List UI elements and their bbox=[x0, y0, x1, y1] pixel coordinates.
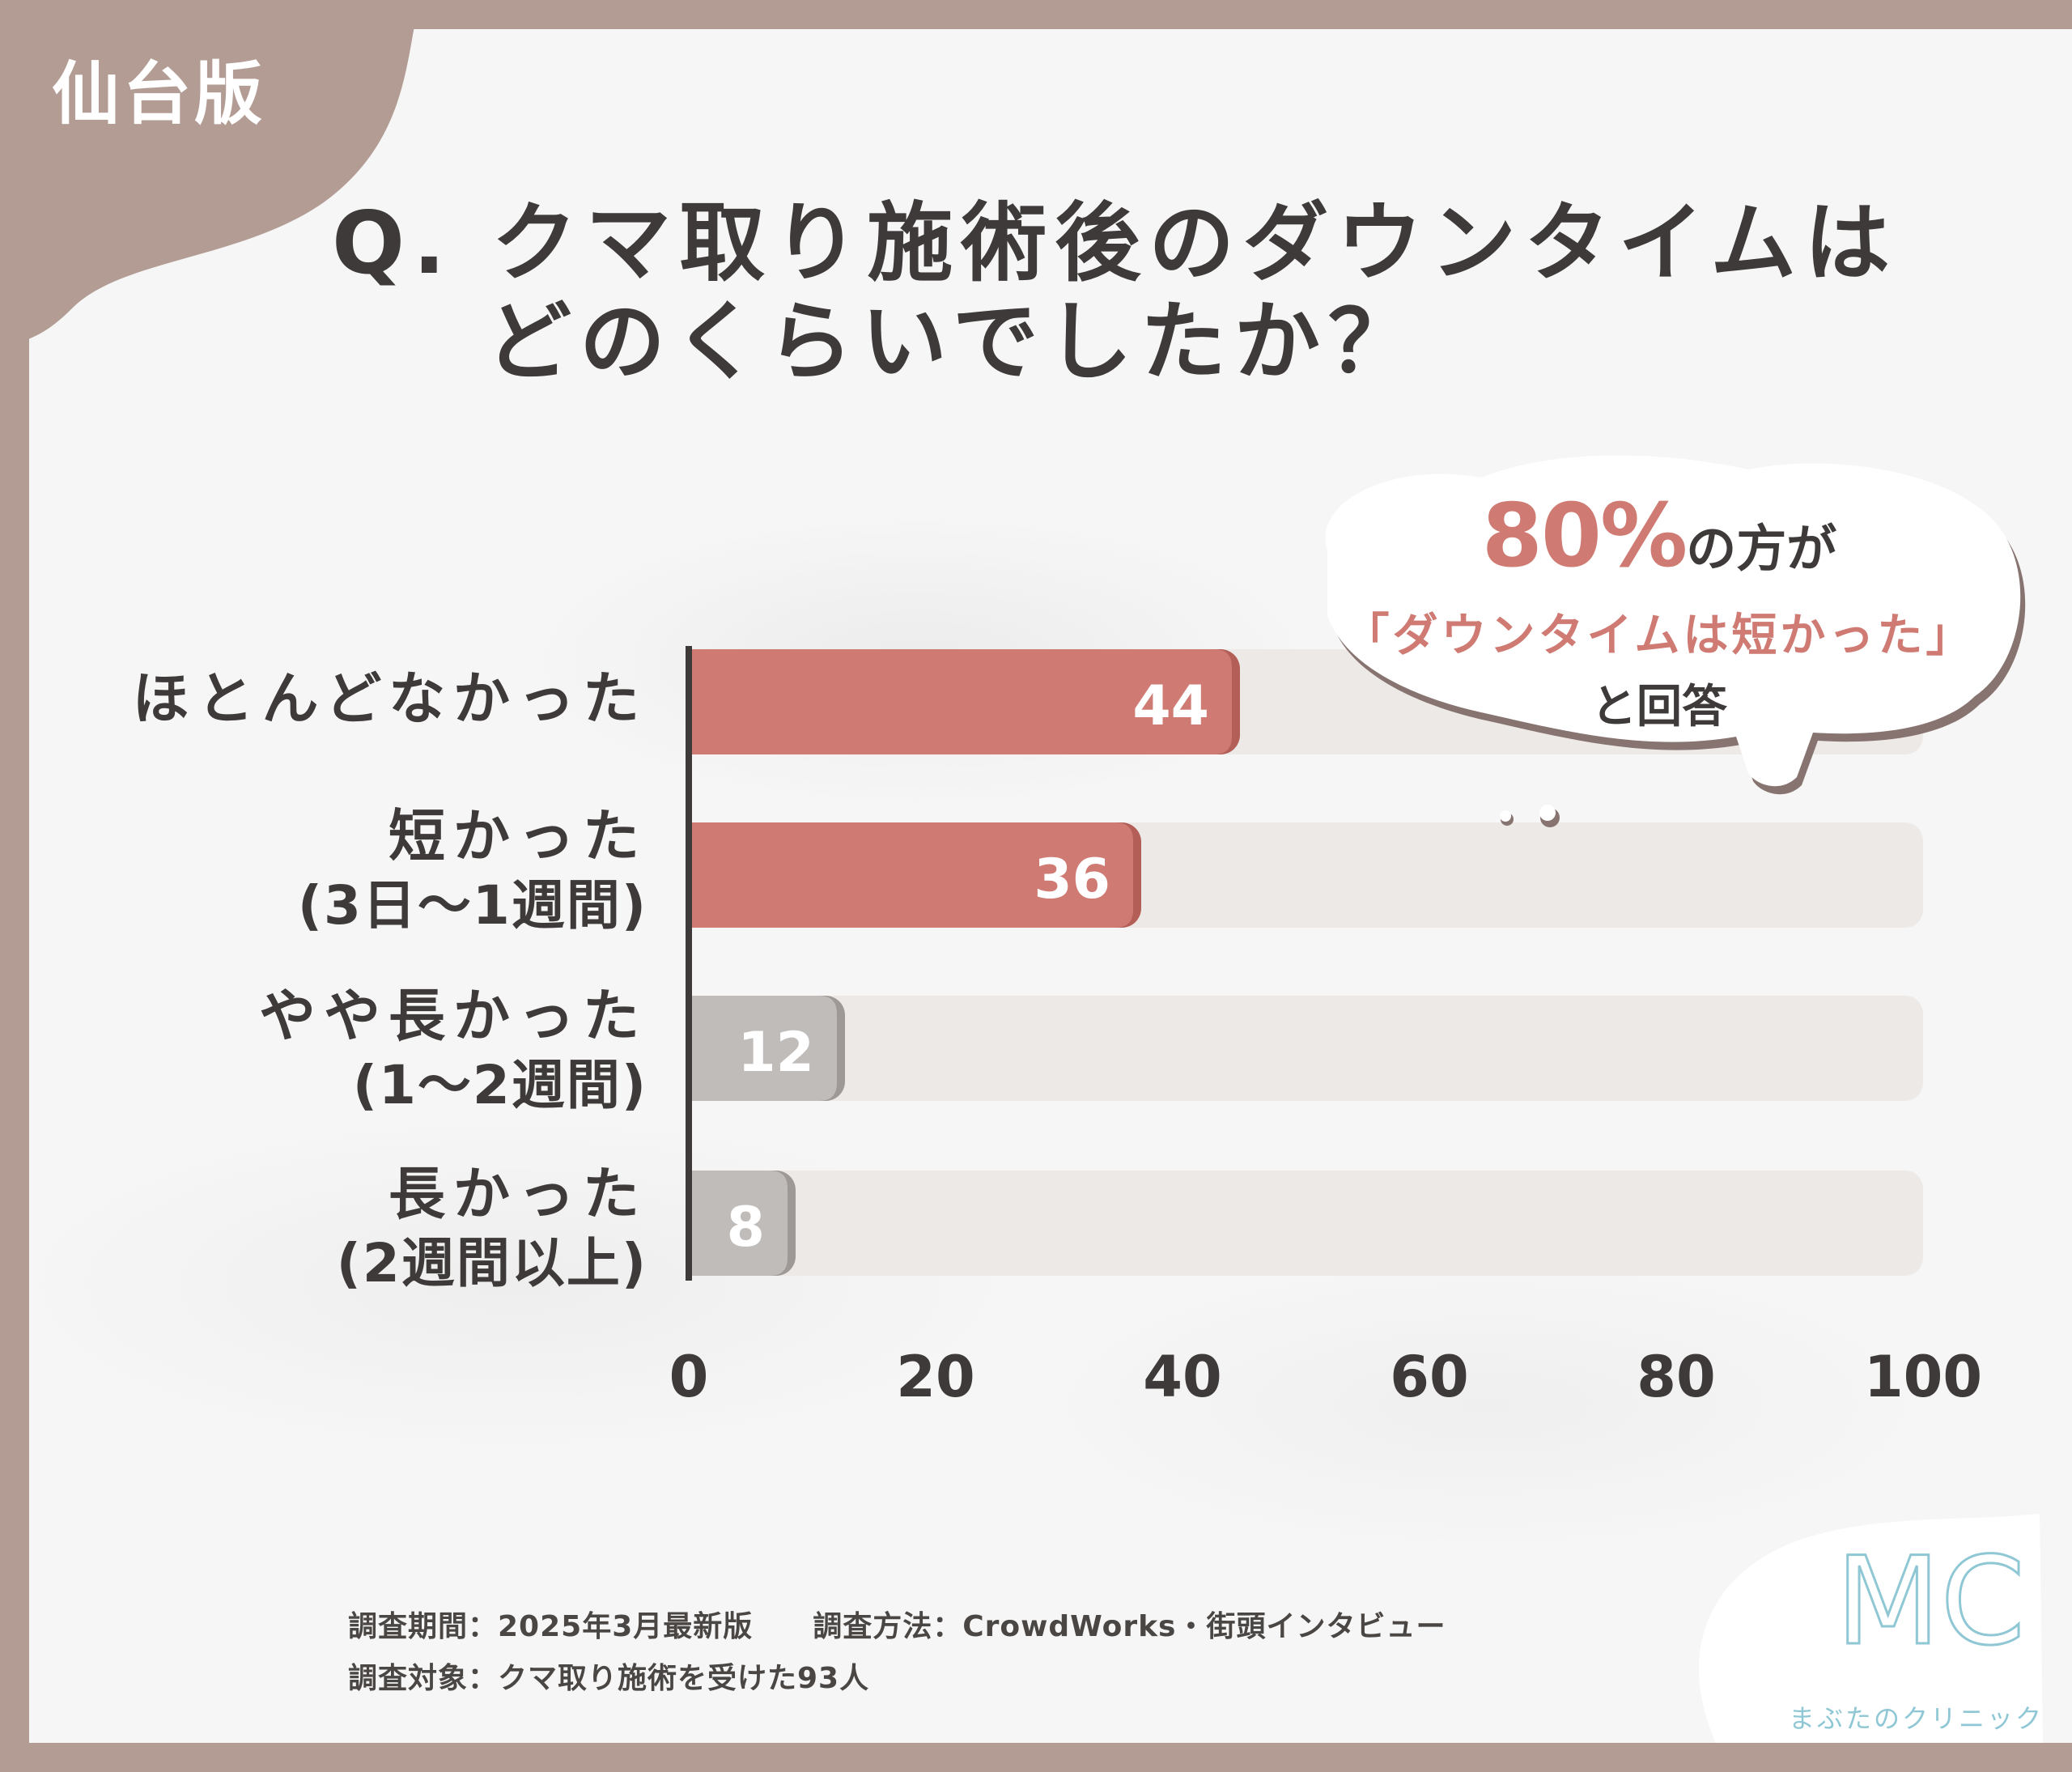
bar-value-label-3: 8 bbox=[727, 1196, 765, 1260]
x-tick-60: 60 bbox=[1390, 1344, 1469, 1410]
callout-line-1-suffix: の方が bbox=[1686, 519, 1837, 578]
question-line-2: どのくらいでしたか？ bbox=[486, 291, 1422, 392]
x-tick-0: 0 bbox=[669, 1344, 709, 1410]
callout-line-2: 「ダウンタイムは短かった」 bbox=[1344, 610, 1975, 662]
bar-value-label-0: 44 bbox=[1132, 674, 1209, 738]
category-3-text: 長かった bbox=[388, 1161, 648, 1227]
x-tick-100: 100 bbox=[1863, 1344, 1983, 1410]
category-3-sub: (2週間以上) bbox=[336, 1231, 648, 1294]
bar-value-label-1: 36 bbox=[1034, 848, 1110, 911]
bar-3 bbox=[689, 1171, 788, 1276]
x-tick-40: 40 bbox=[1143, 1344, 1222, 1410]
category-0-text: ほとんどなかった bbox=[132, 665, 648, 732]
callout-line-1: 80%の方が bbox=[1303, 486, 2015, 587]
bar-2 bbox=[689, 996, 837, 1101]
corner-tab bbox=[0, 0, 421, 348]
bar-0 bbox=[689, 649, 1232, 754]
survey-info-line-1: 調査期間：2025年3月最新版 調査方法：CrowdWorks・街頭インタビュー bbox=[348, 1610, 1446, 1643]
category-1-sub: (3日〜1週間) bbox=[297, 873, 648, 937]
question-line-1: Q. クマ取り施術後のダウンタイムは bbox=[332, 193, 1899, 293]
edition-label: 仙台版 bbox=[52, 54, 266, 134]
category-label-3: 長かった (2週間以上) bbox=[337, 1159, 648, 1297]
x-tick-20: 20 bbox=[896, 1344, 975, 1410]
category-2-text: やや長かった bbox=[259, 983, 648, 1049]
category-1-text: 短かった bbox=[388, 803, 648, 869]
callout-percent: 80% bbox=[1481, 486, 1688, 587]
logo-name: まぶたのクリニック bbox=[1789, 1703, 2044, 1734]
bar-track-3 bbox=[689, 1171, 1923, 1276]
callout-bubble bbox=[1325, 455, 2026, 827]
survey-info-line-2: 調査対象：クマ取り施術を受けた93人 bbox=[348, 1662, 870, 1695]
category-label-1: 短かった (3日〜1週間) bbox=[298, 801, 648, 939]
bar-value-label-2: 12 bbox=[737, 1021, 814, 1085]
x-tick-80: 80 bbox=[1637, 1344, 1716, 1410]
bar-track-2 bbox=[689, 996, 1923, 1101]
category-label-2: やや長かった (1〜2週間) bbox=[259, 981, 648, 1119]
category-2-sub: (1〜2週間) bbox=[352, 1053, 648, 1116]
y-axis-line bbox=[686, 646, 692, 1281]
bar-1 bbox=[689, 822, 1133, 928]
category-label-0: ほとんどなかった bbox=[133, 664, 648, 735]
callout-line-3: と回答 bbox=[1591, 681, 1727, 733]
question-title: Q. クマ取り施術後のダウンタイムは どのくらいでしたか？ bbox=[332, 194, 2032, 392]
